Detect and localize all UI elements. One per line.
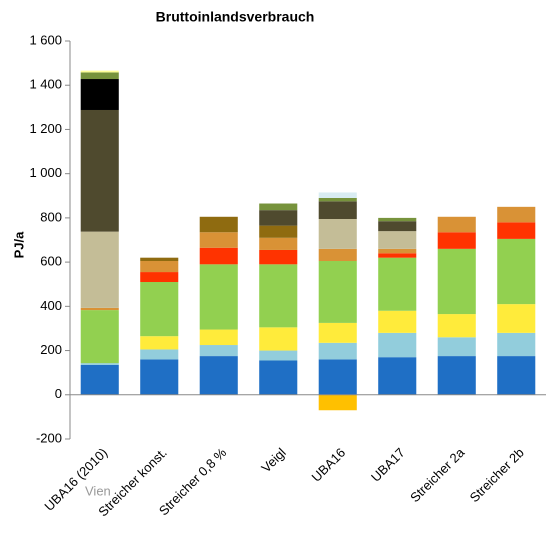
bar-segment [378, 332, 417, 358]
bar-segment [497, 304, 536, 333]
bar-segment [378, 310, 417, 333]
bar-segment [318, 261, 357, 323]
y-tick-label: 800 [40, 209, 62, 224]
y-tick-label: 0 [55, 386, 62, 401]
y-tick-label: 1 400 [29, 77, 62, 92]
bar-segment [497, 332, 536, 357]
x-tick-label: UBA16 [309, 445, 349, 485]
bar-segment [259, 203, 298, 211]
bar-segment [259, 249, 298, 265]
bar-segment [259, 360, 298, 395]
bar-segment [199, 345, 238, 357]
bar-segment [259, 210, 298, 226]
x-tick-label: Streicher 2a [407, 444, 468, 505]
bar-segment [80, 364, 119, 395]
bar-segment [318, 394, 357, 411]
bar-segment [199, 329, 238, 346]
bar-segment [140, 282, 179, 337]
bar-segment [259, 264, 298, 328]
bar-segment [378, 253, 417, 258]
bar-segment [259, 350, 298, 361]
bar-segment [140, 336, 179, 350]
bar-segment [318, 218, 357, 249]
bar-segment [140, 257, 179, 262]
y-tick-label: 1 600 [29, 32, 62, 47]
bar-segment [80, 363, 119, 365]
bar-segment [140, 261, 179, 273]
bar-segment [80, 79, 119, 110]
bar-segment [318, 192, 357, 198]
y-tick-label: 1 200 [29, 121, 62, 136]
y-axis-label: PJ/a [11, 231, 26, 259]
y-tick-label: 1 000 [29, 165, 62, 180]
bar-segment [437, 232, 476, 249]
y-tick-label: 600 [40, 254, 62, 269]
bar-segment [259, 225, 298, 238]
bar-segment [80, 307, 119, 311]
bar-segment [437, 216, 476, 233]
bar-segment [199, 247, 238, 265]
bar-segment [378, 357, 417, 395]
bar-segment [80, 70, 119, 73]
bar-segment [437, 356, 476, 395]
bar-segment [259, 237, 298, 250]
bar-segment [497, 356, 536, 395]
x-tick-label: Veigl [258, 445, 289, 476]
bar-segment [318, 322, 357, 343]
bar-segment [497, 238, 536, 305]
bar-segment [80, 72, 119, 80]
chart-title: Bruttoinlandsverbrauch [156, 9, 315, 25]
bar-segment [378, 248, 417, 254]
bar-segment [80, 310, 119, 364]
bar-segment [80, 109, 119, 232]
bar-segment [80, 231, 119, 308]
bar-segment [318, 201, 357, 219]
y-tick-label: 200 [40, 342, 62, 357]
bar-segment [318, 342, 357, 360]
bar-segment [259, 327, 298, 351]
bar-segment [437, 314, 476, 338]
y-tick-label: -200 [36, 430, 62, 445]
bar-segment [497, 206, 536, 223]
bar-segment [318, 197, 357, 202]
x-tick-label: UBA17 [368, 445, 408, 485]
bar-segment [437, 337, 476, 357]
bar-segment [199, 356, 238, 395]
bar-segment [140, 349, 179, 360]
bar-segment [318, 248, 357, 262]
bar-segment [378, 221, 417, 232]
x-tick-label: Streicher 2b [467, 445, 527, 505]
bar-segment [378, 257, 417, 311]
bar-segment [437, 248, 476, 315]
bar-segment [199, 216, 238, 233]
bar-segment [140, 359, 179, 395]
bar-segment [378, 217, 417, 222]
bar-segment [199, 264, 238, 330]
bar-segment [140, 272, 179, 283]
y-tick-label: 400 [40, 298, 62, 313]
bar-segment [318, 359, 357, 395]
bar-segment [199, 232, 238, 248]
bar-segment [497, 222, 536, 239]
footnote: Vien [85, 483, 111, 498]
bar-segment [378, 231, 417, 249]
